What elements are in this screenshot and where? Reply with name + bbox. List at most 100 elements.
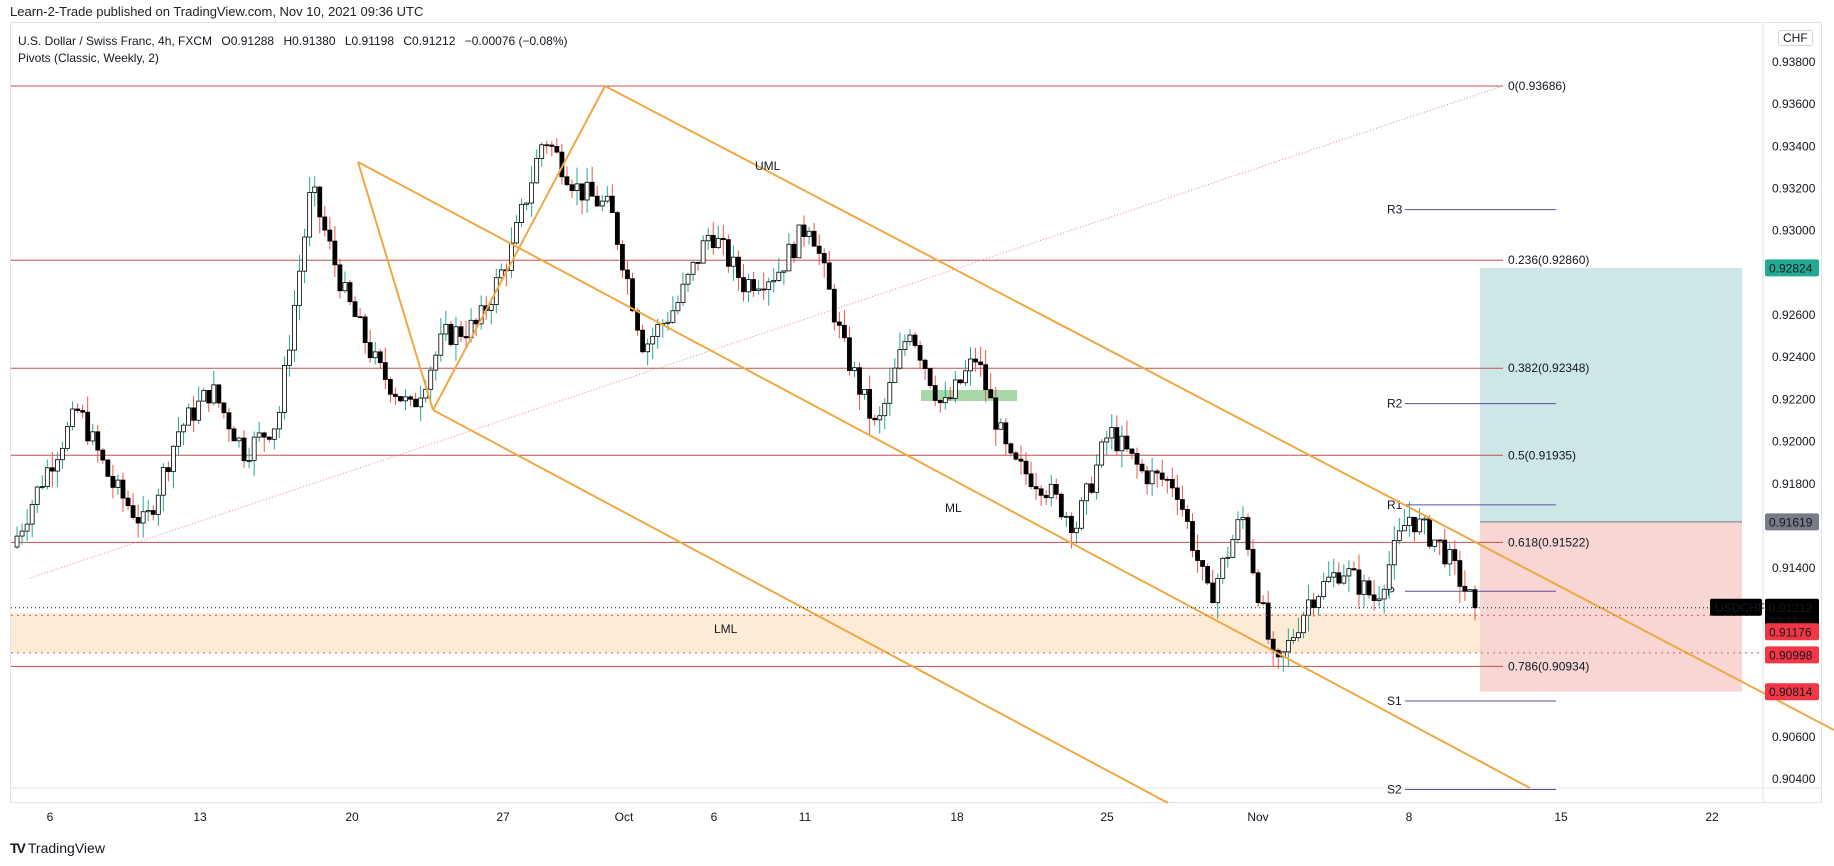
candle [1351, 568, 1357, 571]
pitchfork-base[interactable] [357, 161, 434, 411]
candle [70, 408, 75, 427]
candle [655, 324, 661, 337]
candle [287, 349, 292, 366]
candle [1346, 568, 1352, 577]
candle [907, 334, 913, 343]
fib-level-label: 0.786(0.90934) [1508, 659, 1589, 673]
candle [604, 195, 610, 202]
candle [221, 402, 227, 414]
candle [1386, 564, 1392, 590]
candle [776, 271, 782, 281]
target-zone[interactable] [1480, 267, 1742, 522]
candle [165, 467, 171, 473]
candle [564, 176, 570, 186]
candle [347, 282, 353, 303]
symbol-badge-label: USDCHF [1715, 601, 1765, 615]
candle [1109, 427, 1115, 439]
candle [1472, 589, 1478, 609]
candle [1195, 550, 1200, 561]
candle [620, 244, 625, 271]
candle [448, 323, 454, 345]
pitchfork-upper-line[interactable] [604, 85, 1834, 731]
candle [1079, 500, 1084, 529]
time-tick: 8 [1406, 810, 1413, 824]
price-tick: 0.91400 [1772, 561, 1816, 575]
time-tick: 22 [1705, 810, 1719, 824]
candle [998, 422, 1004, 430]
candle [922, 359, 928, 370]
price-tick: 0.91800 [1772, 477, 1816, 491]
candle [1119, 435, 1125, 452]
time-tick: 6 [711, 810, 718, 824]
candle [877, 415, 883, 421]
candle [1013, 452, 1019, 460]
candle [609, 195, 615, 213]
candle [1285, 640, 1291, 653]
tradingview-logo[interactable]: TV TradingView [10, 840, 105, 856]
symbol-label[interactable]: U.S. Dollar / Swiss Franc, 4h, FXCM [18, 34, 213, 48]
candle [1094, 464, 1100, 493]
candle [761, 288, 767, 291]
price-badge-label: 0.92824 [1769, 261, 1813, 275]
candle [852, 367, 857, 372]
candle [75, 408, 80, 411]
candle [322, 216, 328, 231]
candle [569, 184, 575, 191]
candle [408, 396, 413, 400]
candle [1265, 602, 1271, 640]
candle [1296, 632, 1301, 639]
candle [377, 351, 383, 364]
pitchfork-lower-line[interactable] [432, 409, 1169, 804]
currency-button[interactable]: CHF [1778, 30, 1813, 46]
candle [120, 479, 126, 499]
candle [1255, 572, 1261, 604]
candle [1139, 463, 1145, 472]
pivot-label: R3 [1387, 203, 1403, 217]
pivot-label: S1 [1387, 694, 1402, 708]
candle [579, 183, 585, 201]
tv-logo-text: TradingView [27, 840, 105, 856]
candle [897, 349, 903, 369]
time-tick: 6 [47, 810, 54, 824]
candle [614, 212, 620, 245]
candle [1038, 488, 1044, 496]
candle [332, 240, 338, 266]
candle [710, 234, 716, 249]
price-badge [1765, 623, 1819, 641]
candle [473, 319, 479, 325]
candle [857, 367, 862, 395]
candle [1033, 486, 1039, 490]
candle [599, 200, 605, 207]
candle [720, 237, 726, 241]
candle [498, 269, 504, 279]
stop-zone[interactable] [1480, 521, 1742, 692]
pitchfork-median-line[interactable] [357, 161, 1531, 789]
tv-logo-icon: TV [10, 840, 26, 856]
candle [1134, 452, 1140, 465]
annotation-uml: UML [755, 159, 781, 173]
candle [393, 393, 398, 397]
candle [1391, 540, 1397, 566]
candle [766, 281, 772, 290]
candle [1462, 585, 1468, 592]
candle [1185, 508, 1190, 522]
time-tick: 15 [1554, 810, 1568, 824]
fib-level-label: 0.618(0.91522) [1508, 535, 1589, 549]
candle [1180, 499, 1185, 510]
indicator-label[interactable]: Pivots (Classic, Weekly, 2) [18, 51, 159, 65]
fib-level-label: 0(0.93686) [1508, 79, 1566, 93]
candle [19, 530, 25, 537]
candle [80, 410, 86, 413]
candle [937, 400, 943, 404]
candle [705, 234, 711, 242]
candle [1190, 521, 1195, 551]
candle [95, 431, 101, 451]
candle [756, 288, 762, 291]
candle [438, 333, 444, 356]
support-box[interactable] [921, 390, 1017, 401]
candle [902, 341, 908, 350]
candle [1245, 517, 1251, 550]
candle [1336, 572, 1342, 584]
candle [1154, 470, 1160, 474]
